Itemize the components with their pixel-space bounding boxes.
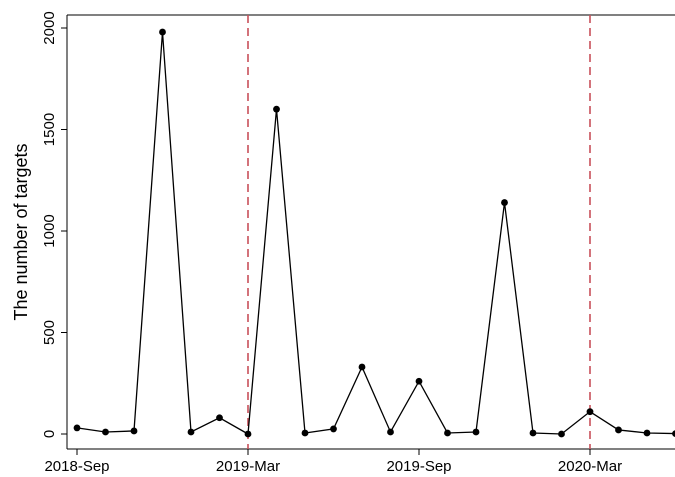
series-group <box>73 28 675 438</box>
data-point <box>187 428 195 436</box>
data-point <box>672 430 675 437</box>
y-tick-label: 1000 <box>41 214 58 247</box>
data-point <box>444 429 451 437</box>
x-tick-label: 2019-Mar <box>216 458 280 475</box>
data-point <box>102 428 109 436</box>
data-point <box>159 28 166 36</box>
data-point <box>501 199 508 206</box>
x-axis-ticks: 2018-Sep 2019-Mar 2019-Sep 2020-Mar <box>44 449 622 475</box>
data-point <box>73 424 81 432</box>
data-point <box>130 427 138 435</box>
data-point <box>615 426 622 434</box>
y-tick-label: 500 <box>41 320 58 345</box>
data-point <box>472 428 480 436</box>
y-tick-label: 1500 <box>41 113 58 146</box>
y-axis-ticks: 0 500 1000 1500 2000 <box>41 11 67 438</box>
data-point <box>387 428 394 436</box>
data-point <box>586 408 594 416</box>
x-tick-label: 2020-Mar <box>558 458 622 475</box>
reference-lines <box>247 15 591 449</box>
data-point <box>244 430 252 438</box>
data-point <box>301 429 309 437</box>
data-point <box>330 425 337 433</box>
series-line <box>76 32 675 436</box>
x-tick-label: 2018-Sep <box>44 458 109 475</box>
data-point <box>415 377 423 385</box>
y-axis-title: The number of targets <box>11 143 31 320</box>
y-tick-label: 2000 <box>41 11 58 44</box>
data-point <box>216 414 223 422</box>
y-tick-label: 0 <box>41 430 58 438</box>
data-point <box>358 363 366 371</box>
data-point <box>558 430 565 438</box>
data-point <box>273 105 280 113</box>
x-tick-label: 2019-Sep <box>386 458 451 475</box>
data-point <box>529 429 537 437</box>
data-point <box>643 429 651 437</box>
plot-frame <box>66 14 675 450</box>
